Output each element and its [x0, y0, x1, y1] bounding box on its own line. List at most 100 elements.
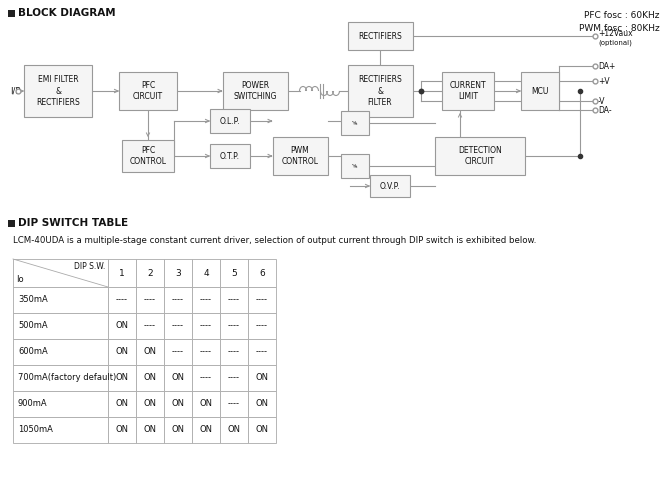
Text: ON: ON	[172, 400, 184, 409]
Text: (optional): (optional)	[598, 40, 632, 46]
Text: O.L.P.: O.L.P.	[220, 116, 241, 126]
Bar	[192, 417, 220, 443]
Text: PFC fosc : 60KHz
PWM fosc : 80KHz: PFC fosc : 60KHz PWM fosc : 80KHz	[580, 11, 660, 32]
Text: ----: ----	[172, 348, 184, 356]
Bar	[13, 339, 108, 365]
Text: 600mA: 600mA	[18, 348, 48, 356]
Bar	[108, 417, 136, 443]
Bar	[13, 313, 108, 339]
Bar	[210, 109, 250, 133]
Bar	[24, 65, 92, 117]
Text: ----: ----	[172, 322, 184, 330]
Text: 1050mA: 1050mA	[18, 426, 53, 435]
Text: LCM-40UDA is a multiple-stage constant current driver, selection of output curre: LCM-40UDA is a multiple-stage constant c…	[13, 236, 537, 245]
Bar	[220, 339, 248, 365]
Text: 3: 3	[175, 269, 181, 277]
Text: ----: ----	[200, 374, 212, 382]
Text: +12Vaux: +12Vaux	[598, 28, 632, 37]
Bar	[136, 339, 164, 365]
Text: ON: ON	[255, 374, 269, 382]
Text: DA+: DA+	[598, 61, 615, 71]
Text: ON: ON	[172, 374, 184, 382]
Bar	[220, 287, 248, 313]
Text: ----: ----	[172, 296, 184, 304]
Bar	[8, 219, 15, 226]
Text: ON: ON	[115, 322, 129, 330]
Bar	[164, 259, 192, 287]
Text: ON: ON	[200, 400, 212, 409]
Bar	[136, 287, 164, 313]
Text: ON: ON	[143, 348, 157, 356]
Bar	[192, 391, 220, 417]
Text: ON: ON	[255, 426, 269, 435]
Bar	[108, 287, 136, 313]
Bar	[248, 365, 276, 391]
Bar	[13, 365, 108, 391]
Text: 900mA: 900mA	[18, 400, 48, 409]
Bar	[119, 72, 177, 110]
Text: DA-: DA-	[598, 106, 612, 114]
Text: ----: ----	[228, 296, 240, 304]
Bar	[192, 339, 220, 365]
Text: DIP S.W.: DIP S.W.	[74, 262, 105, 271]
Bar	[341, 154, 369, 178]
Text: Io: Io	[16, 275, 23, 284]
Bar	[341, 111, 369, 135]
Bar	[248, 417, 276, 443]
Bar	[108, 313, 136, 339]
Bar	[348, 65, 413, 117]
Bar	[348, 22, 413, 50]
Text: 700mA(factory default): 700mA(factory default)	[18, 374, 117, 382]
Bar	[435, 137, 525, 175]
Text: ----: ----	[144, 296, 156, 304]
Text: EMI FILTER
&
RECTIFIERS: EMI FILTER & RECTIFIERS	[36, 76, 80, 107]
Bar	[248, 313, 276, 339]
Bar	[192, 313, 220, 339]
Text: DETECTION
CIRCUIT: DETECTION CIRCUIT	[458, 146, 502, 166]
Bar	[164, 287, 192, 313]
Text: POWER
SWITCHING: POWER SWITCHING	[233, 81, 277, 101]
Text: +V: +V	[598, 77, 610, 85]
Text: ----: ----	[256, 296, 268, 304]
Text: ----: ----	[228, 348, 240, 356]
Text: BLOCK DIAGRAM: BLOCK DIAGRAM	[18, 8, 116, 18]
Text: ----: ----	[144, 322, 156, 330]
Bar	[13, 287, 108, 313]
Text: ON: ON	[143, 426, 157, 435]
Bar	[248, 391, 276, 417]
Bar	[222, 72, 287, 110]
Text: ----: ----	[228, 374, 240, 382]
Text: CURRENT
LIMIT: CURRENT LIMIT	[450, 81, 486, 101]
Bar	[192, 287, 220, 313]
Text: ON: ON	[115, 374, 129, 382]
Bar	[220, 417, 248, 443]
Bar	[108, 259, 136, 287]
Text: ----: ----	[200, 322, 212, 330]
Bar	[248, 287, 276, 313]
Text: 1: 1	[119, 269, 125, 277]
Bar	[220, 391, 248, 417]
Bar	[164, 339, 192, 365]
Text: ----: ----	[200, 296, 212, 304]
Text: 2: 2	[147, 269, 153, 277]
Text: 5: 5	[231, 269, 237, 277]
Text: O.V.P.: O.V.P.	[380, 182, 400, 191]
Text: PFC
CONTROL: PFC CONTROL	[129, 146, 167, 166]
Text: ----: ----	[228, 322, 240, 330]
Text: ON: ON	[115, 348, 129, 356]
Text: ON: ON	[172, 426, 184, 435]
Text: DIP SWITCH TABLE: DIP SWITCH TABLE	[18, 218, 128, 228]
Bar	[136, 259, 164, 287]
Bar	[136, 313, 164, 339]
Bar	[220, 313, 248, 339]
Bar	[248, 259, 276, 287]
Bar	[164, 391, 192, 417]
Bar	[164, 365, 192, 391]
Text: ON: ON	[143, 400, 157, 409]
Bar	[370, 175, 410, 197]
Bar	[248, 339, 276, 365]
Text: -V: -V	[598, 97, 606, 106]
Bar	[136, 391, 164, 417]
Text: 4: 4	[203, 269, 209, 277]
Text: RECTIFIERS
&
FILTER: RECTIFIERS & FILTER	[358, 76, 402, 107]
